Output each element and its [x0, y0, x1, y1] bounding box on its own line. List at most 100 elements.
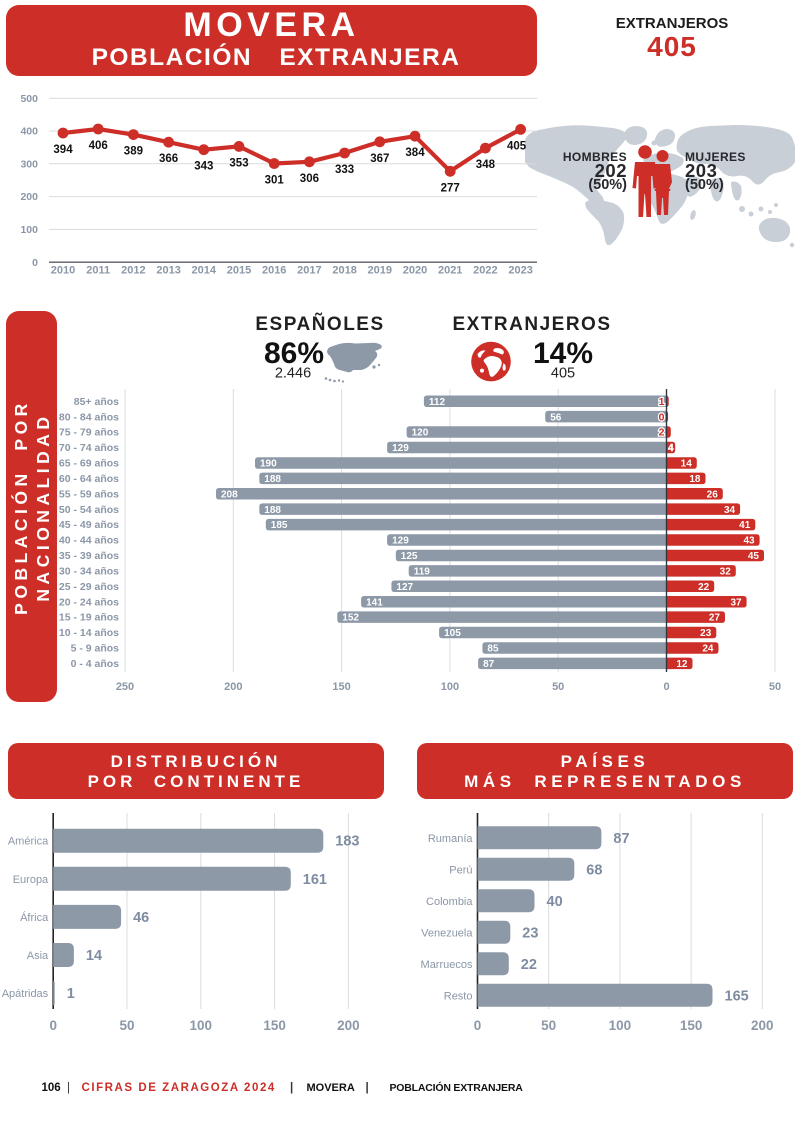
- svg-text:4: 4: [668, 443, 674, 454]
- svg-text:23: 23: [700, 628, 712, 639]
- svg-text:150: 150: [680, 1018, 703, 1033]
- svg-text:25 - 29 años: 25 - 29 años: [59, 581, 119, 593]
- svg-text:2013: 2013: [156, 265, 180, 277]
- svg-text:0 - 4 años: 0 - 4 años: [71, 658, 120, 670]
- svg-text:2022: 2022: [473, 265, 497, 277]
- svg-text:100: 100: [190, 1018, 213, 1033]
- svg-text:10 - 14 años: 10 - 14 años: [59, 627, 119, 639]
- svg-text:África: África: [20, 911, 49, 924]
- svg-text:50 - 54 años: 50 - 54 años: [59, 504, 119, 516]
- svg-text:Asia: Asia: [27, 950, 49, 962]
- svg-text:43: 43: [743, 536, 755, 547]
- svg-text:389: 389: [124, 146, 143, 158]
- svg-text:Apátridas: Apátridas: [2, 988, 49, 1000]
- svg-text:60 - 64 años: 60 - 64 años: [59, 473, 119, 485]
- svg-text:333: 333: [335, 164, 354, 176]
- svg-text:5 - 9 años: 5 - 9 años: [71, 643, 120, 655]
- svg-text:2015: 2015: [227, 265, 251, 277]
- svg-text:127: 127: [396, 582, 413, 593]
- svg-text:65 - 69 años: 65 - 69 años: [59, 458, 119, 470]
- svg-text:343: 343: [194, 161, 213, 173]
- svg-text:2018: 2018: [332, 265, 356, 277]
- svg-text:32: 32: [720, 567, 732, 578]
- svg-text:América: América: [8, 836, 49, 848]
- svg-text:24: 24: [702, 644, 714, 655]
- svg-text:34: 34: [724, 505, 736, 516]
- svg-text:0: 0: [659, 411, 665, 423]
- svg-text:188: 188: [264, 505, 281, 516]
- svg-text:50: 50: [119, 1018, 134, 1033]
- svg-text:150: 150: [263, 1018, 286, 1033]
- svg-text:2021: 2021: [438, 265, 462, 277]
- svg-text:152: 152: [342, 613, 359, 624]
- svg-text:100: 100: [20, 224, 38, 236]
- svg-text:20 - 24 años: 20 - 24 años: [59, 596, 119, 608]
- svg-text:0: 0: [49, 1018, 57, 1033]
- svg-text:100: 100: [441, 681, 459, 693]
- svg-text:306: 306: [300, 173, 319, 185]
- svg-text:2011: 2011: [86, 265, 110, 277]
- svg-text:0: 0: [663, 681, 669, 693]
- svg-text:183: 183: [335, 834, 359, 850]
- svg-text:Marruecos: Marruecos: [421, 959, 473, 971]
- svg-text:27: 27: [709, 613, 721, 624]
- svg-text:112: 112: [429, 397, 446, 408]
- svg-text:161: 161: [303, 872, 327, 888]
- svg-text:46: 46: [133, 910, 149, 926]
- svg-text:37: 37: [730, 597, 742, 608]
- svg-text:2017: 2017: [297, 265, 321, 277]
- svg-text:394: 394: [53, 144, 73, 156]
- svg-text:30 - 34 años: 30 - 34 años: [59, 566, 119, 578]
- svg-text:200: 200: [224, 681, 242, 693]
- svg-text:400: 400: [20, 126, 38, 138]
- svg-text:141: 141: [366, 597, 383, 608]
- svg-text:129: 129: [392, 443, 409, 454]
- svg-text:2019: 2019: [368, 265, 392, 277]
- svg-text:40 - 44 años: 40 - 44 años: [59, 535, 119, 547]
- svg-text:105: 105: [444, 628, 461, 639]
- svg-text:Colombia: Colombia: [426, 896, 473, 908]
- svg-text:87: 87: [613, 831, 629, 847]
- svg-text:190: 190: [260, 459, 277, 470]
- svg-text:366: 366: [159, 153, 178, 165]
- svg-text:348: 348: [476, 159, 496, 171]
- svg-text:45 - 49 años: 45 - 49 años: [59, 519, 119, 531]
- svg-text:Resto: Resto: [444, 990, 473, 1002]
- svg-text:165: 165: [725, 988, 749, 1004]
- svg-text:301: 301: [265, 175, 285, 187]
- svg-text:56: 56: [550, 412, 562, 423]
- svg-text:277: 277: [441, 182, 460, 194]
- svg-text:Venezuela: Venezuela: [421, 927, 473, 939]
- svg-text:35 - 39 años: 35 - 39 años: [59, 550, 119, 562]
- svg-text:1: 1: [67, 986, 75, 1002]
- svg-text:2012: 2012: [121, 265, 145, 277]
- svg-text:68: 68: [586, 862, 602, 878]
- svg-text:406: 406: [89, 140, 108, 152]
- svg-text:12: 12: [676, 659, 688, 670]
- svg-text:129: 129: [392, 536, 409, 547]
- svg-text:70 - 74 años: 70 - 74 años: [59, 442, 119, 454]
- svg-text:0: 0: [474, 1018, 482, 1033]
- svg-text:500: 500: [20, 93, 38, 105]
- svg-text:22: 22: [521, 957, 537, 973]
- svg-text:1: 1: [659, 396, 665, 408]
- svg-text:2010: 2010: [51, 265, 75, 277]
- svg-text:EXTRANJEROS: EXTRANJEROS: [452, 314, 611, 335]
- svg-text:41: 41: [739, 520, 751, 531]
- svg-text:55 - 59 años: 55 - 59 años: [59, 488, 119, 500]
- svg-text:405: 405: [507, 140, 527, 152]
- svg-text:208: 208: [221, 489, 238, 500]
- svg-text:2.446: 2.446: [275, 366, 311, 382]
- svg-text:50: 50: [541, 1018, 556, 1033]
- svg-text:15 - 19 años: 15 - 19 años: [59, 612, 119, 624]
- svg-text:119: 119: [414, 567, 431, 578]
- svg-text:2023: 2023: [508, 265, 532, 277]
- svg-text:120: 120: [412, 428, 429, 439]
- svg-text:80 - 84 años: 80 - 84 años: [59, 411, 119, 423]
- svg-text:367: 367: [370, 153, 389, 165]
- svg-text:87: 87: [483, 659, 495, 670]
- svg-text:14%: 14%: [533, 337, 593, 370]
- svg-text:2: 2: [659, 427, 665, 439]
- svg-text:188: 188: [264, 474, 281, 485]
- svg-text:ESPAÑOLES: ESPAÑOLES: [255, 313, 384, 335]
